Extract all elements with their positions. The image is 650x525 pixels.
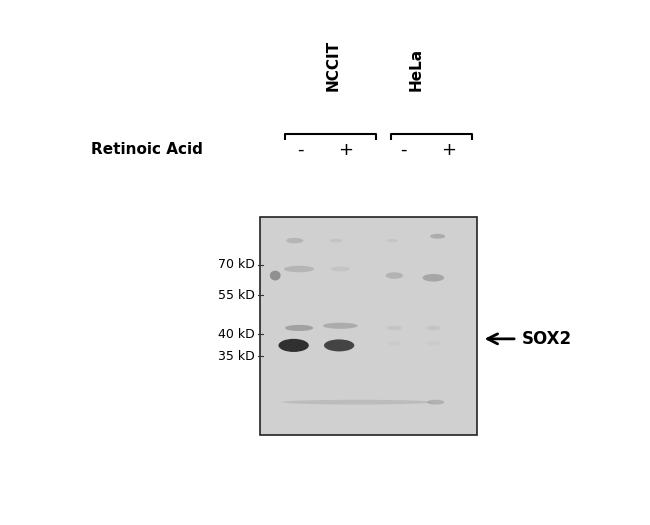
Ellipse shape xyxy=(286,238,304,244)
Text: Retinoic Acid: Retinoic Acid xyxy=(91,142,203,158)
Text: NCCIT: NCCIT xyxy=(326,40,341,91)
Ellipse shape xyxy=(324,339,354,351)
Ellipse shape xyxy=(284,266,314,272)
Text: SOX2: SOX2 xyxy=(522,330,572,348)
Ellipse shape xyxy=(427,341,440,345)
Ellipse shape xyxy=(387,239,398,242)
Ellipse shape xyxy=(385,272,403,279)
Text: -: - xyxy=(297,141,304,159)
Text: 55 kD: 55 kD xyxy=(218,289,255,302)
Ellipse shape xyxy=(270,271,281,280)
Ellipse shape xyxy=(278,339,309,352)
Bar xyxy=(260,217,476,435)
Ellipse shape xyxy=(330,267,350,271)
Ellipse shape xyxy=(426,326,441,330)
Text: 40 kD: 40 kD xyxy=(218,328,255,341)
Ellipse shape xyxy=(323,323,358,329)
Text: 70 kD: 70 kD xyxy=(218,258,255,271)
Ellipse shape xyxy=(388,341,401,345)
Text: +: + xyxy=(441,141,456,159)
Ellipse shape xyxy=(422,274,444,281)
Text: +: + xyxy=(338,141,353,159)
Text: HeLa: HeLa xyxy=(409,48,424,91)
Ellipse shape xyxy=(281,400,434,405)
Ellipse shape xyxy=(427,400,444,405)
Ellipse shape xyxy=(330,239,343,243)
Text: 35 kD: 35 kD xyxy=(218,350,255,363)
Text: -: - xyxy=(400,141,407,159)
Ellipse shape xyxy=(387,326,402,330)
Ellipse shape xyxy=(285,325,313,331)
Ellipse shape xyxy=(430,234,445,239)
